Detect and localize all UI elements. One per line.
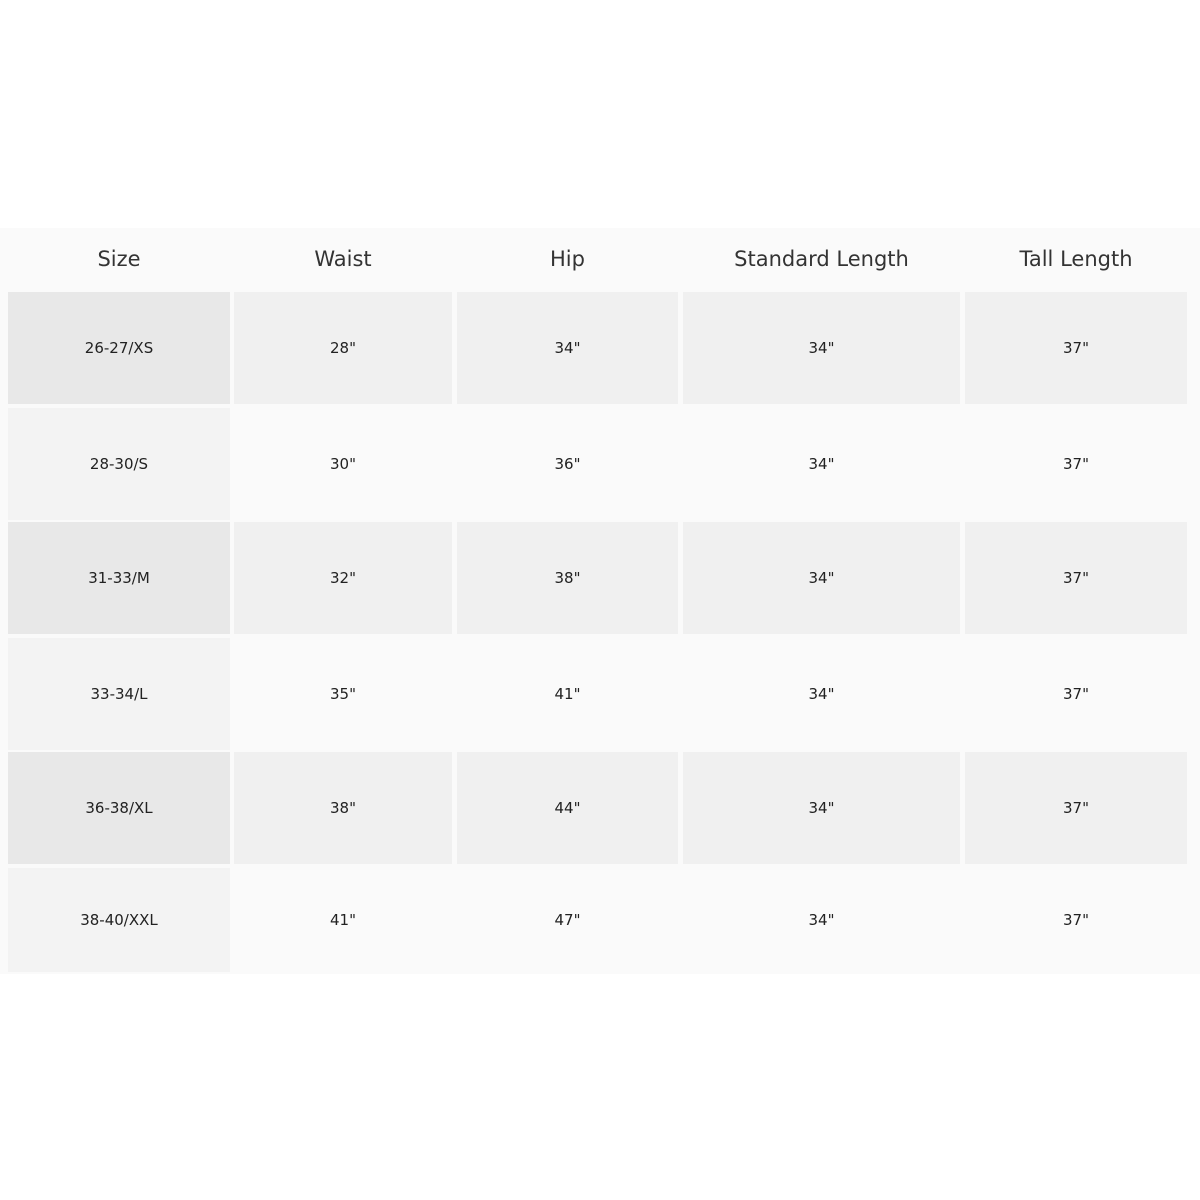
cell-hip: 34" <box>457 292 678 404</box>
cell-size: 33-34/L <box>8 638 230 750</box>
cell-hip: 44" <box>457 752 678 864</box>
header-waist: Waist <box>314 247 372 271</box>
header-hip: Hip <box>550 247 585 271</box>
cell-hip: 47" <box>457 868 678 972</box>
cell-standard-length: 34" <box>683 868 960 972</box>
cell-waist: 28" <box>234 292 452 404</box>
cell-hip: 38" <box>457 522 678 634</box>
cell-waist: 32" <box>234 522 452 634</box>
cell-tall-length: 37" <box>965 522 1187 634</box>
cell-hip: 36" <box>457 408 678 520</box>
cell-standard-length: 34" <box>683 752 960 864</box>
cell-tall-length: 37" <box>965 408 1187 520</box>
cell-size: 28-30/S <box>8 408 230 520</box>
size-chart-table: Size Waist Hip Standard Length Tall Length 26… <box>0 228 1200 974</box>
cell-waist: 41" <box>234 868 452 972</box>
cell-waist: 30" <box>234 408 452 520</box>
cell-tall-length: 37" <box>965 752 1187 864</box>
cell-size: 26-27/XS <box>8 292 230 404</box>
cell-tall-length: 37" <box>965 638 1187 750</box>
cell-tall-length: 37" <box>965 868 1187 972</box>
cell-hip: 41" <box>457 638 678 750</box>
header-tall-length: Tall Length <box>1019 247 1133 271</box>
cell-size: 38-40/XXL <box>8 868 230 972</box>
cell-standard-length: 34" <box>683 522 960 634</box>
cell-standard-length: 34" <box>683 638 960 750</box>
cell-size: 31-33/M <box>8 522 230 634</box>
cell-standard-length: 34" <box>683 292 960 404</box>
cell-tall-length: 37" <box>965 292 1187 404</box>
header-standard-length: Standard Length <box>734 247 909 271</box>
header-size: Size <box>97 247 141 271</box>
cell-waist: 35" <box>234 638 452 750</box>
cell-size: 36-38/XL <box>8 752 230 864</box>
cell-standard-length: 34" <box>683 408 960 520</box>
cell-waist: 38" <box>234 752 452 864</box>
